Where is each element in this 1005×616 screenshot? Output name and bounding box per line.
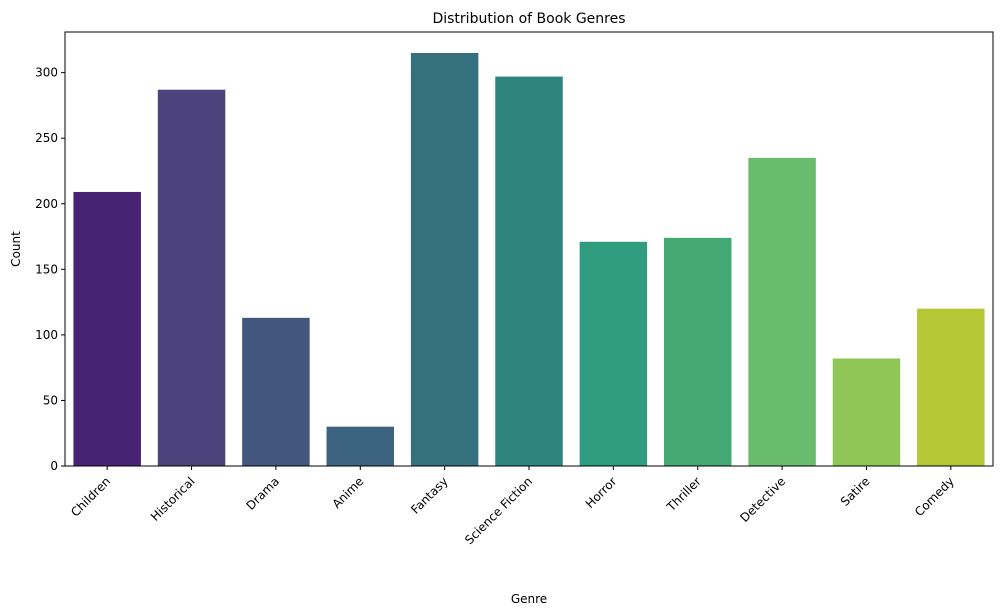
y-tick-label: 100: [35, 328, 58, 342]
x-tick-label: Children: [68, 474, 113, 519]
bar-children: [73, 191, 141, 466]
y-tick-label: 150: [35, 262, 58, 276]
plot-frame: [64, 31, 994, 467]
bar-thriller: [663, 237, 732, 466]
y-tick-label: 200: [35, 197, 58, 211]
x-tick-label: Fantasy: [408, 474, 451, 517]
bars-group: [73, 52, 985, 466]
x-axis: Children Historical Drama Anime Fantasy Scien…: [68, 466, 957, 547]
y-axis: 0 50 100 150 200 250 300: [35, 66, 65, 473]
y-tick-label: 0: [50, 459, 58, 473]
x-tick-label: Comedy: [912, 474, 957, 519]
y-axis-title: Count: [9, 231, 23, 267]
bar-science-fiction: [495, 76, 563, 466]
x-tick-label: Anime: [329, 474, 366, 511]
y-tick-label: 250: [35, 131, 58, 145]
bar-historical: [157, 89, 226, 466]
x-tick-label: Historical: [148, 474, 198, 524]
x-tick-label: Detective: [737, 474, 788, 525]
chart-title: Distribution of Book Genres: [432, 11, 625, 27]
x-tick-label: Thriller: [663, 474, 703, 514]
bar-fantasy: [410, 52, 479, 466]
x-tick-label: Horror: [583, 474, 620, 511]
x-tick-label: Science Fiction: [462, 474, 535, 547]
y-tick-label: 300: [35, 66, 58, 80]
y-tick-label: 50: [43, 393, 58, 407]
bar-horror: [579, 241, 648, 466]
bar-anime: [326, 426, 395, 466]
x-tick-label: Drama: [243, 474, 282, 513]
x-axis-title: Genre: [511, 592, 547, 606]
bar-drama: [242, 317, 310, 466]
bar-satire: [832, 358, 901, 466]
x-tick-label: Satire: [838, 474, 873, 509]
bar-comedy: [917, 308, 985, 466]
bar-detective: [748, 157, 816, 466]
